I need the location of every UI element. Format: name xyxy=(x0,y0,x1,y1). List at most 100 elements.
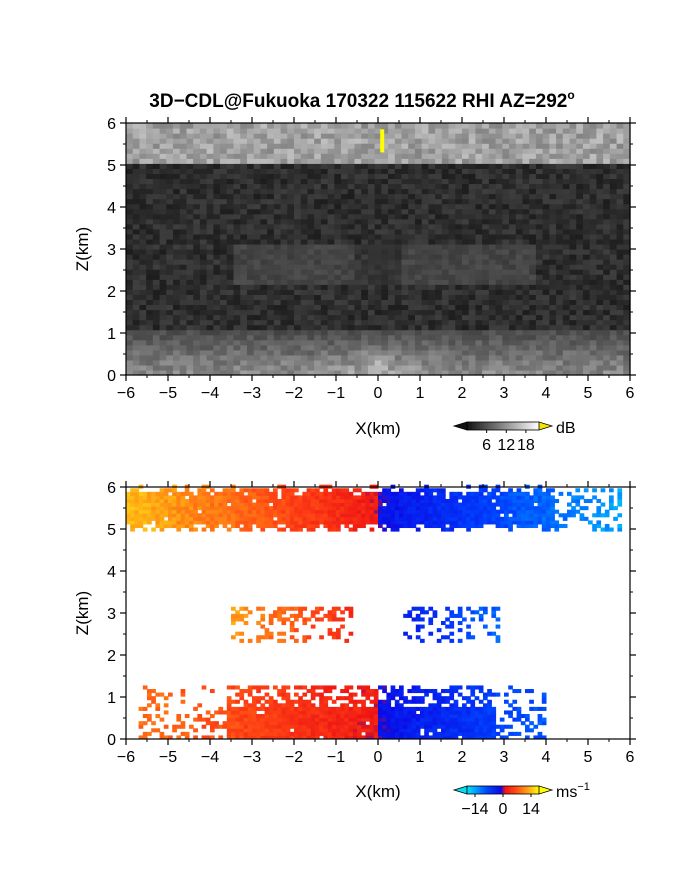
reflectivity-cell xyxy=(502,158,510,164)
reflectivity-cell xyxy=(300,173,309,180)
velocity-cell xyxy=(357,495,362,500)
reflectivity-cell xyxy=(374,123,382,129)
reflectivity-cell xyxy=(435,259,443,265)
reflectivity-cell xyxy=(307,128,315,134)
reflectivity-cell xyxy=(139,334,147,341)
reflectivity-cell xyxy=(367,128,376,134)
reflectivity-cell xyxy=(260,249,268,255)
reflectivity-cell xyxy=(287,364,295,371)
reflectivity-cell xyxy=(482,138,490,144)
reflectivity-cell xyxy=(347,148,356,154)
velocity-cell xyxy=(436,509,442,514)
reflectivity-cell xyxy=(468,188,477,195)
reflectivity-cell xyxy=(582,188,591,195)
reflectivity-cell xyxy=(213,359,221,366)
reflectivity-cell xyxy=(166,188,174,195)
velocity-cell xyxy=(222,509,228,514)
reflectivity-cell xyxy=(253,143,261,149)
velocity-cell xyxy=(226,491,232,496)
velocity-cell xyxy=(218,495,224,500)
reflectivity-cell xyxy=(394,289,403,295)
velocity-cell xyxy=(281,516,287,521)
reflectivity-cell xyxy=(220,284,228,290)
reflectivity-cell xyxy=(367,304,376,311)
reflectivity-cell xyxy=(414,178,423,185)
reflectivity-cell xyxy=(300,359,309,366)
velocity-cell xyxy=(466,509,471,514)
reflectivity-cell xyxy=(220,208,228,215)
reflectivity-cell xyxy=(549,188,557,195)
reflectivity-cell xyxy=(240,359,248,366)
velocity-cell xyxy=(155,498,161,504)
reflectivity-cell xyxy=(455,329,463,336)
velocity-cell xyxy=(378,495,383,500)
velocity-cell xyxy=(457,516,463,521)
velocity-cell xyxy=(403,509,408,514)
reflectivity-cell xyxy=(596,178,604,185)
reflectivity-cell xyxy=(435,319,443,326)
reflectivity-cell xyxy=(394,173,403,180)
reflectivity-x-tick-label: −3 xyxy=(243,385,261,402)
velocity-cell xyxy=(134,520,140,525)
reflectivity-cell xyxy=(623,314,631,321)
reflectivity-cell xyxy=(367,233,376,240)
velocity-cell xyxy=(264,516,270,521)
reflectivity-cell xyxy=(414,133,423,139)
reflectivity-cell xyxy=(435,238,443,245)
reflectivity-cell xyxy=(569,138,577,144)
reflectivity-cell xyxy=(280,284,288,290)
reflectivity-cell xyxy=(549,364,557,371)
reflectivity-cell xyxy=(226,364,235,371)
reflectivity-cell xyxy=(529,354,537,361)
reflectivity-cell xyxy=(529,304,537,311)
reflectivity-cell xyxy=(549,304,557,311)
reflectivity-cell xyxy=(482,188,490,195)
velocity-cell xyxy=(344,488,350,493)
reflectivity-cell xyxy=(596,158,604,164)
reflectivity-cell xyxy=(287,319,295,326)
reflectivity-cell xyxy=(455,294,463,300)
velocity-cell xyxy=(319,491,324,496)
reflectivity-cell xyxy=(448,264,456,270)
reflectivity-cell xyxy=(341,178,349,185)
reflectivity-cell xyxy=(569,259,577,265)
reflectivity-cell xyxy=(220,369,228,376)
reflectivity-cell xyxy=(213,334,221,341)
reflectivity-cell xyxy=(502,198,510,205)
velocity-cell xyxy=(214,513,219,518)
velocity-cell xyxy=(285,509,291,514)
reflectivity-cell xyxy=(199,188,208,195)
reflectivity-cell xyxy=(273,158,282,164)
reflectivity-cell xyxy=(193,178,201,185)
reflectivity-cell xyxy=(327,314,335,321)
velocity-cell xyxy=(340,502,345,507)
reflectivity-cell xyxy=(186,334,194,341)
reflectivity-cell xyxy=(529,319,537,326)
reflectivity-cell xyxy=(374,188,382,195)
reflectivity-cell xyxy=(374,344,382,351)
reflectivity-cell xyxy=(334,188,342,195)
reflectivity-cell xyxy=(556,344,564,351)
reflectivity-cell xyxy=(159,264,167,270)
reflectivity-cell xyxy=(367,228,376,235)
reflectivity-cell xyxy=(287,369,295,376)
reflectivity-cell xyxy=(603,168,611,174)
velocity-cell xyxy=(399,509,404,514)
reflectivity-cell xyxy=(381,183,389,190)
reflectivity-cell xyxy=(556,148,564,154)
reflectivity-cell xyxy=(294,349,302,356)
reflectivity-cell xyxy=(273,284,282,290)
reflectivity-cell xyxy=(220,198,228,205)
reflectivity-cell xyxy=(441,133,450,139)
reflectivity-cell xyxy=(549,334,557,341)
velocity-cell xyxy=(546,506,551,511)
velocity-cell xyxy=(558,491,564,496)
reflectivity-cell xyxy=(233,294,241,300)
velocity-cell xyxy=(189,516,194,521)
reflectivity-cell xyxy=(448,173,456,180)
reflectivity-cell xyxy=(367,133,376,139)
reflectivity-cell xyxy=(502,133,510,139)
reflectivity-cell xyxy=(280,163,288,169)
reflectivity-cell xyxy=(542,128,550,134)
